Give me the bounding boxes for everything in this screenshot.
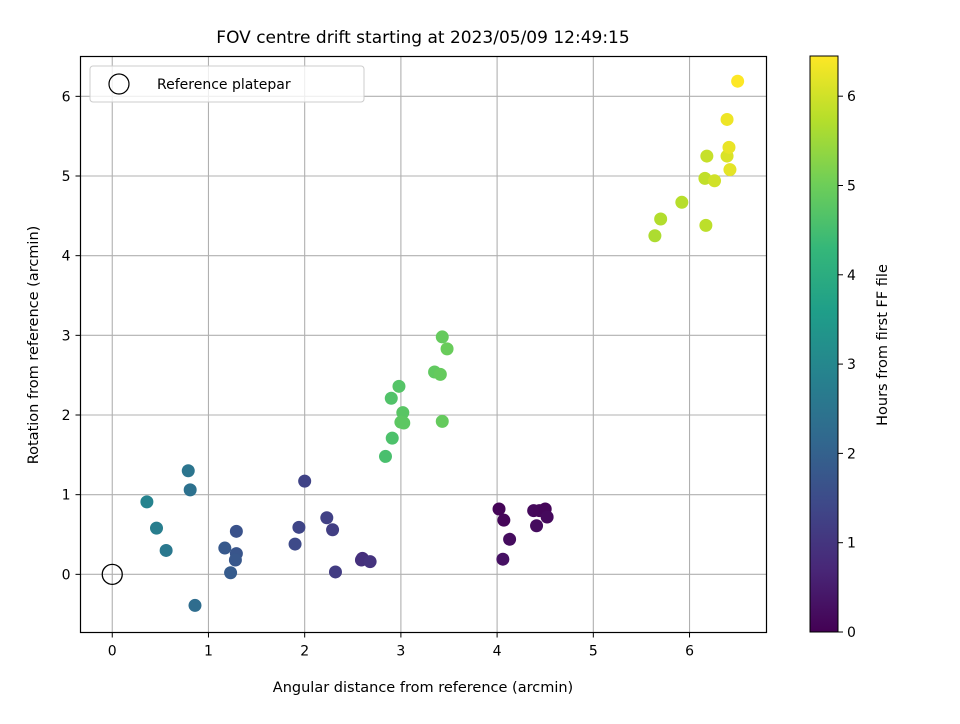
data-point [140,495,154,509]
grid-lines [80,56,767,633]
colorbar-label: Hours from first FF file [875,264,891,426]
data-point [292,520,306,534]
data-point [378,449,392,463]
data-point [188,598,202,612]
chart-title: FOV centre drift starting at 2023/05/09 … [216,28,629,48]
data-point [530,519,544,533]
data-point [328,565,342,579]
data-point [183,483,197,497]
data-point [288,537,302,551]
reference-platepar-marker [101,563,123,585]
data-point [708,174,722,188]
data-point [385,431,399,445]
x-tick-label: 4 [493,644,502,660]
y-tick-label: 5 [62,169,71,185]
data-point [699,218,713,232]
data-point [731,74,745,88]
colorbar-tick-label: 4 [847,268,856,284]
data-point [150,521,164,535]
colorbar-tick-label: 6 [847,89,856,105]
x-tick-label: 0 [108,644,117,660]
data-point [433,367,447,381]
legend: Reference platepar [89,65,365,103]
data-point [435,330,449,344]
y-tick-label: 2 [62,408,71,424]
data-point [497,513,511,527]
data-point [320,511,334,525]
data-point [654,212,668,226]
data-point [397,416,411,430]
data-point [363,555,377,569]
data-point [435,414,449,428]
colorbar-gradient [809,55,839,633]
data-point [700,149,714,163]
y-tick-label: 0 [62,567,71,583]
y-tick-label: 4 [62,249,71,265]
data-point [181,464,195,478]
data-point [722,140,736,154]
data-point [648,229,662,243]
data-point [496,552,510,566]
data-point [440,342,454,356]
colorbar-tick-label: 2 [847,446,856,462]
x-tick-label: 2 [300,644,309,660]
x-axis-ticks: 0 1 2 3 4 5 6 [108,632,694,660]
y-axis-ticks: 0 1 2 3 4 5 6 [62,89,81,583]
y-tick-label: 6 [62,89,71,105]
data-point [723,163,737,177]
data-point [229,524,243,538]
plot-frame [79,55,768,634]
x-tick-label: 5 [589,644,598,660]
data-point [540,510,554,524]
data-point [218,541,232,555]
data-point [720,112,734,126]
x-tick-label: 1 [204,644,213,660]
x-tick-label: 3 [396,644,405,660]
data-point [228,553,242,567]
legend-entry: Reference platepar [157,77,291,93]
data-point [503,532,517,546]
y-axis-label: Rotation from reference (arcmin) [26,226,42,465]
legend-marker-icon [108,73,130,95]
colorbar-tick-label: 1 [847,536,856,552]
data-point [159,543,173,557]
colorbar-tick-label: 3 [847,357,856,373]
data-point [675,195,689,209]
data-points [101,74,745,612]
y-tick-label: 3 [62,328,71,344]
colorbar-tick-label: 5 [847,178,856,194]
x-axis-label: Angular distance from reference (arcmin) [273,680,573,696]
x-tick-label: 6 [685,644,694,660]
data-point [298,474,312,488]
legend-box [89,65,365,103]
data-point [492,502,506,516]
data-point [326,523,340,537]
colorbar: 0 1 2 3 4 5 6 Hours from first FF file [809,55,891,641]
y-tick-label: 1 [62,488,71,504]
data-point [392,379,406,393]
colorbar-ticks: 0 1 2 3 4 5 6 [838,89,856,641]
colorbar-tick-label: 0 [847,625,856,641]
data-point [224,566,238,580]
data-point [384,391,398,405]
